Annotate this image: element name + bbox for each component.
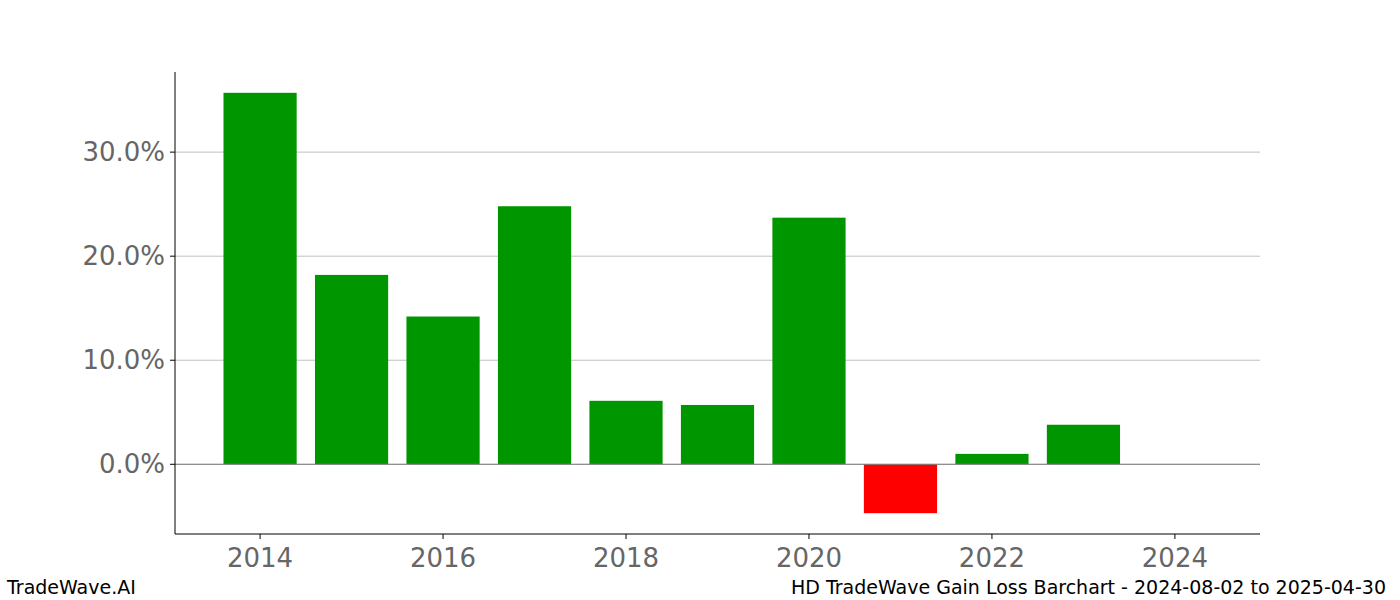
x-axis [175,534,1260,535]
bar [772,218,845,465]
x-tick [808,534,809,539]
bar [589,401,662,464]
x-tick [443,534,444,539]
x-tick-label: 2018 [593,543,659,573]
bar [1047,425,1120,465]
y-tick-label: 10.0% [82,345,165,375]
baseline [175,464,1260,465]
bar [681,405,754,464]
grid-line [175,152,1260,153]
bar [955,454,1028,464]
bar [498,206,571,464]
y-tick [170,256,175,257]
grid-line [175,256,1260,257]
x-tick [626,534,627,539]
x-tick [991,534,992,539]
source: TradeWave.AI [6,576,136,598]
bar [223,93,296,464]
y-tick [170,464,175,465]
bar [864,464,937,513]
title: HD TradeWave Gain Loss Barchart - 2024-0… [791,576,1386,598]
grid-line [175,464,1260,465]
y-tick [170,360,175,361]
x-tick-label: 2020 [776,543,842,573]
x-tick [260,534,261,539]
y-tick [170,152,175,153]
y-tick-label: 0.0% [99,449,165,479]
x-tick-label: 2016 [410,543,476,573]
x-tick-label: 2024 [1142,543,1208,573]
y-tick-label: 20.0% [82,241,165,271]
x-tick [1174,534,1175,539]
bars [223,93,1120,513]
chart: 0.0% 10.0% 20.0% 30.0% 2014 2016 2018 2020 2022 2… [0,0,1400,600]
bar [315,275,388,464]
x-tick-label: 2014 [227,543,293,573]
bar [406,317,479,465]
y-tick-label: 30.0% [82,137,165,167]
x-tick-label: 2022 [959,543,1025,573]
